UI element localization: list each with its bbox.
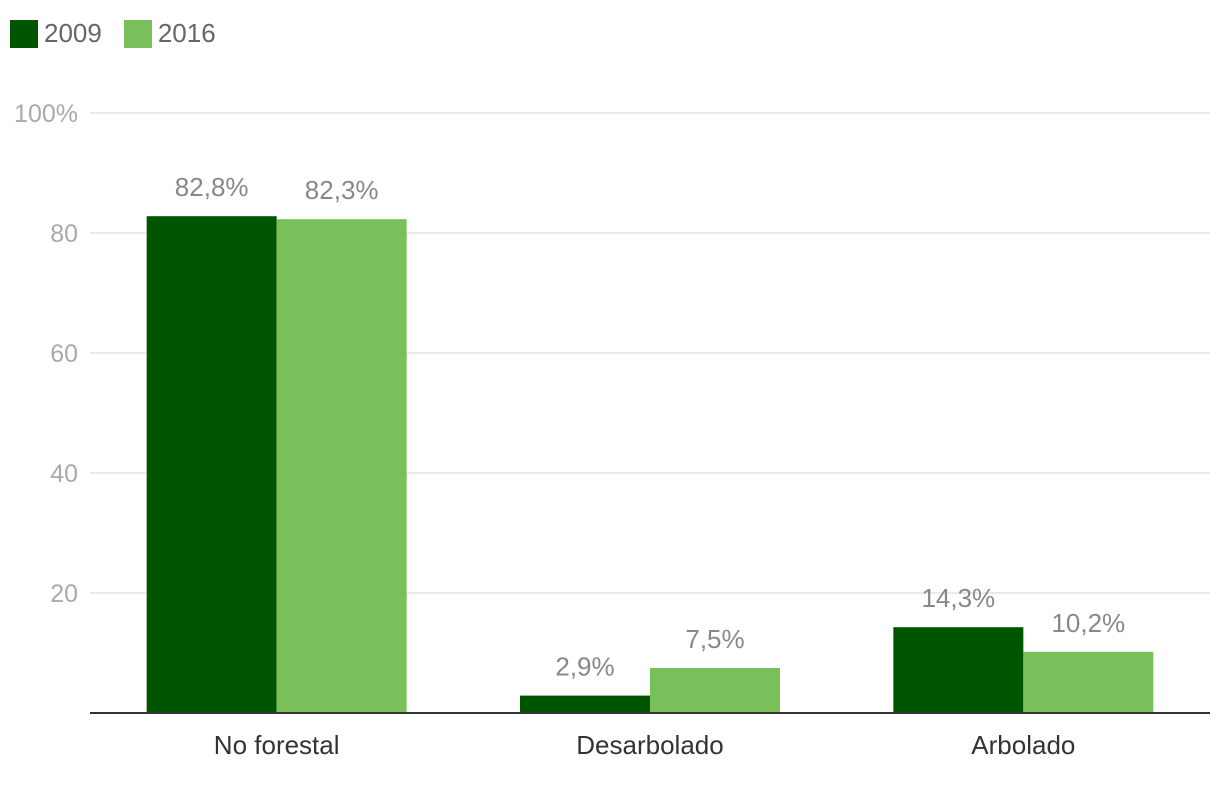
y-tick-label-60: 60 (50, 340, 78, 368)
y-tick-label-100: 100% (14, 100, 78, 128)
bar-2009-1 (520, 695, 650, 713)
bar-2009-0 (146, 216, 277, 713)
data-label-2016-0: 82,3% (305, 175, 379, 205)
x-category-label-2: Arbolado (971, 730, 1075, 760)
legend: 2009 2016 (10, 18, 238, 49)
data-label-2016-2: 10,2% (1051, 608, 1125, 638)
legend-label-2009: 2009 (44, 18, 102, 48)
x-category-label-1: Desarbolado (576, 730, 723, 760)
data-label-2009-2: 14,3% (921, 583, 995, 613)
data-label-2016-1: 7,5% (685, 624, 744, 654)
legend-swatch-2016 (123, 19, 152, 48)
y-tick-label-80: 80 (50, 220, 78, 248)
legend-item-2016: 2016 (123, 18, 216, 49)
y-tick-label-20: 20 (50, 580, 78, 608)
x-category-label-0: No forestal (214, 730, 340, 760)
bar-2016-0 (276, 219, 407, 713)
data-label-2009-1: 2,9% (555, 652, 614, 682)
data-label-2009-0: 82,8% (175, 172, 249, 202)
legend-item-2009: 2009 (10, 18, 102, 49)
legend-swatch-2009 (10, 19, 38, 48)
bar-2016-2 (1023, 651, 1154, 713)
y-tick-label-40: 40 (50, 460, 78, 488)
bar-2009-2 (893, 627, 1024, 713)
bar-2016-1 (650, 668, 780, 713)
legend-label-2016: 2016 (157, 18, 216, 48)
